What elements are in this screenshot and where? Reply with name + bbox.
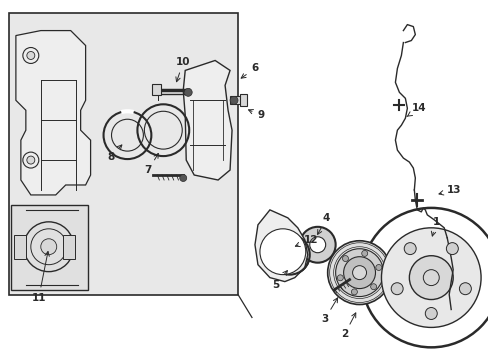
Circle shape — [337, 275, 343, 281]
Circle shape — [260, 229, 305, 275]
Circle shape — [279, 245, 299, 265]
Text: 6: 6 — [241, 63, 258, 78]
Text: 14: 14 — [406, 103, 426, 117]
Circle shape — [408, 256, 452, 300]
Circle shape — [423, 270, 438, 285]
Text: 5: 5 — [272, 271, 287, 289]
Circle shape — [343, 257, 375, 289]
Circle shape — [381, 228, 480, 328]
Circle shape — [352, 266, 366, 280]
Circle shape — [180, 175, 186, 181]
Text: 2: 2 — [340, 313, 355, 339]
Text: 12: 12 — [295, 235, 317, 247]
Bar — [152, 84, 161, 95]
Circle shape — [23, 152, 39, 168]
Circle shape — [404, 243, 415, 255]
Polygon shape — [16, 31, 90, 195]
Circle shape — [390, 283, 402, 295]
Circle shape — [309, 237, 325, 253]
Circle shape — [361, 208, 488, 347]
Text: 8: 8 — [107, 145, 122, 162]
Text: 10: 10 — [176, 58, 190, 82]
Circle shape — [458, 283, 470, 295]
Text: 11: 11 — [32, 252, 49, 302]
Circle shape — [27, 51, 35, 59]
Circle shape — [361, 251, 367, 256]
Circle shape — [41, 239, 57, 255]
Bar — [240, 94, 246, 106]
Bar — [62, 235, 75, 259]
Bar — [137, 104, 189, 156]
Text: 9: 9 — [248, 109, 264, 120]
Circle shape — [370, 284, 376, 290]
Polygon shape — [183, 60, 232, 180]
Circle shape — [375, 265, 381, 270]
Circle shape — [299, 227, 335, 263]
Text: 1: 1 — [430, 217, 439, 236]
Polygon shape — [254, 210, 307, 282]
Circle shape — [425, 307, 436, 319]
Circle shape — [342, 256, 348, 262]
Bar — [9, 13, 238, 294]
Circle shape — [446, 243, 457, 255]
Circle shape — [269, 235, 309, 275]
Text: 7: 7 — [144, 153, 158, 175]
Circle shape — [351, 289, 357, 295]
Text: 3: 3 — [321, 298, 337, 324]
Text: 4: 4 — [317, 213, 330, 234]
Bar — [229, 96, 244, 104]
Circle shape — [27, 156, 35, 164]
Circle shape — [335, 249, 383, 297]
Text: 13: 13 — [438, 185, 461, 195]
Bar — [11, 205, 87, 289]
Bar — [14, 235, 26, 259]
Circle shape — [23, 48, 39, 63]
Circle shape — [184, 88, 192, 96]
Circle shape — [229, 96, 238, 104]
Circle shape — [327, 241, 390, 305]
